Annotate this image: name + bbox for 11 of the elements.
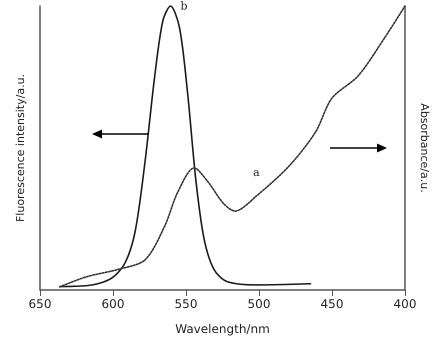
y2-axis-title: Absorbance/a.u. xyxy=(418,103,431,193)
x-tick-label: 400 xyxy=(394,297,416,311)
x-tick-label: 600 xyxy=(102,297,124,311)
x-axis-title: Wavelength/nm xyxy=(175,322,270,336)
x-tick-label: 650 xyxy=(28,297,52,311)
series-label: b xyxy=(180,0,188,12)
x-tick-label: 550 xyxy=(174,297,198,311)
series-label: a xyxy=(253,166,260,179)
x-tick-label: 500 xyxy=(248,297,270,311)
y-axis-title: Fluorescence intensity/a.u. xyxy=(14,74,27,222)
x-tick-label: 450 xyxy=(320,297,344,311)
